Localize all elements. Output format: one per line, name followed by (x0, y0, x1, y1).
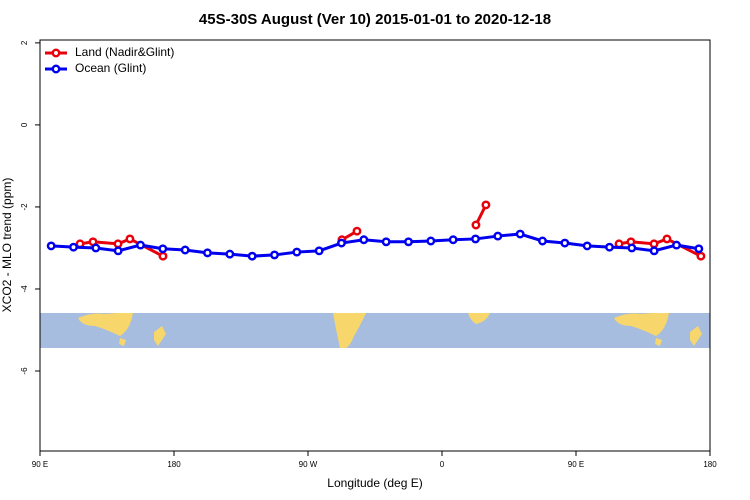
land-shape (78, 313, 133, 336)
data-point (203, 248, 212, 258)
x-tick-label: 90 E (568, 460, 584, 469)
data-point (314, 246, 324, 256)
plot-frame (39, 39, 711, 452)
data-point (605, 242, 614, 252)
y-axis-label: XCO2 - MLO trend (ppm) (0, 178, 14, 313)
data-point (292, 247, 302, 257)
series-line (51, 232, 700, 258)
legend-marker (51, 64, 61, 74)
data-point (694, 244, 704, 254)
data-point (247, 251, 257, 261)
x-tick-label: 90 W (299, 460, 318, 469)
data-point (46, 241, 56, 251)
chart-title: 45S-30S August (Ver 10) 2015-01-01 to 20… (199, 11, 551, 28)
y-tick-label: -2 (20, 203, 29, 211)
ocean-band (40, 313, 710, 348)
data-point (493, 231, 503, 241)
data-point (69, 242, 78, 252)
y-tick-label: -4 (20, 285, 29, 293)
data-point (337, 238, 346, 248)
data-point (270, 250, 279, 260)
land-shape (333, 313, 366, 348)
data-point (515, 229, 525, 239)
legend-label: Ocean (Glint) (75, 61, 146, 75)
y-tick-label: 2 (20, 40, 29, 45)
data-point (113, 246, 123, 256)
data-point (672, 240, 681, 250)
data-point (481, 200, 491, 210)
data-point (381, 237, 391, 247)
data-point (404, 237, 413, 247)
data-point (649, 239, 659, 249)
data-point (426, 236, 436, 246)
y-tick-label: 0 (20, 122, 29, 127)
x-tick-label: 180 (703, 460, 717, 469)
data-point (136, 240, 145, 250)
data-point (225, 249, 235, 259)
data-point (662, 234, 672, 244)
data-point (649, 246, 659, 256)
x-tick-label: 180 (167, 460, 181, 469)
data-point (471, 220, 481, 230)
legend-label: Land (Nadir&Glint) (75, 45, 174, 59)
x-axis-label: Longitude (deg E) (327, 476, 422, 490)
x-tick-label: 90 E (32, 460, 48, 469)
data-point (560, 238, 570, 248)
data-point (158, 244, 168, 254)
map-strip (40, 313, 710, 348)
land-shape (614, 313, 669, 336)
data-point (180, 245, 190, 255)
data-point (359, 235, 369, 245)
data-point (627, 243, 637, 253)
land-shape (655, 326, 702, 346)
land-shape (119, 326, 166, 346)
data-point (113, 239, 123, 249)
data-point (538, 236, 547, 246)
data-point (471, 234, 480, 244)
data-point (125, 234, 135, 244)
data-point (582, 241, 592, 251)
data-point (158, 251, 168, 261)
data-point (448, 235, 458, 245)
x-tick-label: 0 (440, 460, 445, 469)
y-tick-label: -6 (20, 367, 29, 375)
data-point (696, 251, 706, 261)
land-shape (468, 313, 490, 324)
legend-marker (51, 48, 61, 58)
data-point (91, 243, 101, 253)
data-point (352, 226, 362, 236)
